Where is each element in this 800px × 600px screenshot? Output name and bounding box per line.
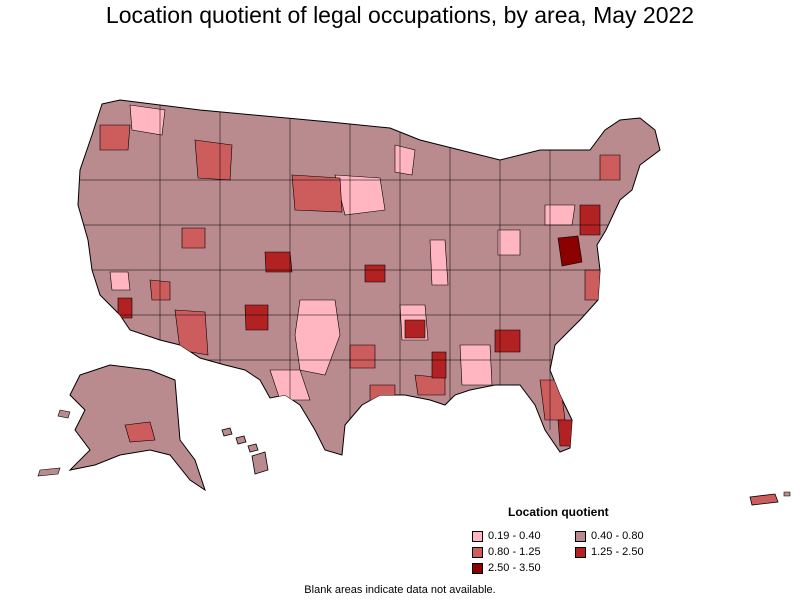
footnote: Blank areas indicate data not available. <box>304 584 496 596</box>
hawaii <box>221 427 269 475</box>
region-houston <box>369 384 396 411</box>
legend-title: Location quotient <box>508 505 609 519</box>
legend-label-4: 2.50 - 3.50 <box>488 562 541 574</box>
area-regions <box>80 100 621 447</box>
region-western-dakotas <box>291 174 343 213</box>
legend-swatch-0 <box>472 530 483 542</box>
region-montana-west <box>194 139 233 181</box>
region-west-texas <box>294 299 341 376</box>
region-atlanta <box>494 329 521 353</box>
region-southern-arizona <box>174 309 209 356</box>
legend-item-1: 0.40 - 0.80 <box>575 530 644 542</box>
region-denver <box>264 251 293 273</box>
region-salt-lake <box>181 227 206 249</box>
region-pennsylvania <box>544 204 576 226</box>
region-washington-dc <box>557 235 583 267</box>
region-northern-washington <box>129 104 166 136</box>
region-mississippi-alabama <box>459 344 493 386</box>
legend-item-4: 2.50 - 3.50 <box>472 562 541 574</box>
legend-swatch-2 <box>472 546 483 558</box>
legend-item-2: 0.80 - 1.25 <box>472 546 541 558</box>
region-southern-illinois <box>429 239 449 286</box>
legend-item-3: 1.25 - 2.50 <box>575 546 644 558</box>
map-title: Location quotient of legal occupations, … <box>105 2 695 28</box>
legend-label-1: 0.40 - 0.80 <box>591 530 644 542</box>
region-puget-sound <box>99 124 131 151</box>
region-miami <box>557 419 573 447</box>
region-north-carolina-coast <box>584 269 601 301</box>
legend-label-2: 0.80 - 1.25 <box>488 546 541 558</box>
region-dallas <box>349 344 376 369</box>
legend-swatch-1 <box>575 530 586 542</box>
alaska-island <box>57 409 71 419</box>
puerto-rico-island <box>783 491 791 497</box>
legend-item-0: 0.19 - 0.40 <box>472 530 541 542</box>
region-central-california <box>109 271 131 291</box>
legend-label-3: 1.25 - 2.50 <box>591 546 644 558</box>
aleutian-islands <box>37 467 61 477</box>
region-kansas-city <box>364 264 386 283</box>
region-jackson <box>431 351 447 379</box>
region-upstate-new-york <box>599 154 621 181</box>
region-northern-minnesota <box>394 144 416 176</box>
puerto-rico <box>749 493 779 506</box>
legend-swatch-4 <box>472 562 483 574</box>
region-santa-fe <box>244 304 269 331</box>
region-los-angeles <box>117 297 133 319</box>
legend-label-0: 0.19 - 0.40 <box>488 530 541 542</box>
region-ohio <box>497 229 521 256</box>
legend-swatch-3 <box>575 546 586 558</box>
region-alaska-south <box>124 421 156 443</box>
region-new-jersey <box>579 204 601 236</box>
region-little-rock <box>404 319 426 339</box>
state-boundaries <box>80 100 610 440</box>
